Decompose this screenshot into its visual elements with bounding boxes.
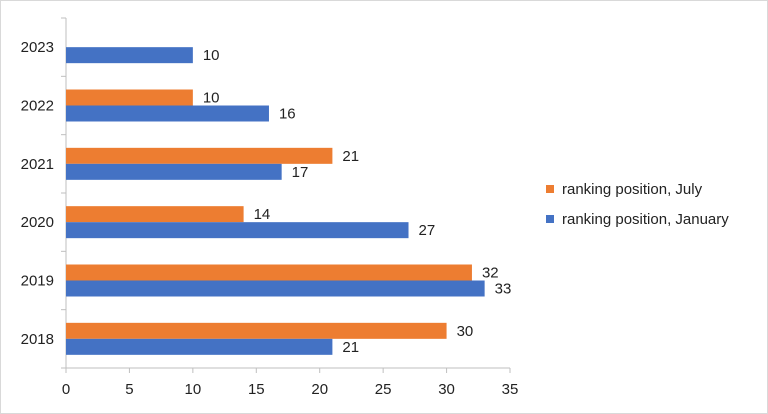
x-tick-label: 20: [311, 381, 328, 398]
legend: ranking position, July ranking position,…: [546, 178, 729, 238]
data-label-july: 10: [203, 90, 220, 107]
y-category-label: 2020: [21, 214, 54, 231]
legend-item-july: ranking position, July: [546, 178, 729, 200]
legend-swatch-january: [546, 215, 554, 223]
bar-july: [66, 264, 472, 281]
bar-january: [66, 105, 269, 122]
data-label-january: 10: [203, 47, 220, 64]
bar-july: [66, 322, 447, 339]
x-tick-label: 10: [185, 381, 202, 398]
x-tick-label: 25: [375, 381, 392, 398]
legend-label-january: ranking position, January: [562, 210, 729, 228]
legend-item-january: ranking position, January: [546, 208, 729, 230]
bar-january: [66, 222, 409, 239]
y-category-label: 2023: [21, 39, 54, 56]
x-tick-label: 0: [62, 381, 70, 398]
data-label-january: 27: [419, 222, 436, 239]
data-label-january: 17: [292, 164, 309, 181]
x-tick-label: 35: [502, 381, 519, 398]
x-tick-label: 30: [438, 381, 455, 398]
y-category-label: 2021: [21, 156, 54, 173]
data-label-january: 21: [342, 339, 359, 356]
y-category-label: 2019: [21, 273, 54, 290]
data-label-january: 16: [279, 106, 296, 123]
data-label-july: 21: [342, 148, 359, 165]
data-label-july: 32: [482, 265, 499, 282]
bar-july: [66, 147, 333, 164]
bar-july: [66, 89, 193, 106]
y-category-label: 2018: [21, 331, 54, 348]
y-category-label: 2022: [21, 98, 54, 115]
x-tick-label: 15: [248, 381, 265, 398]
data-label-july: 30: [457, 323, 474, 340]
bar-january: [66, 47, 193, 64]
x-tick-label: 5: [125, 381, 133, 398]
data-label-january: 33: [495, 281, 512, 298]
bar-july: [66, 206, 244, 223]
legend-label-july: ranking position, July: [562, 180, 703, 198]
bar-january: [66, 163, 282, 180]
legend-swatch-july: [546, 185, 554, 193]
bar-january: [66, 280, 485, 297]
data-label-july: 14: [254, 206, 271, 223]
bar-january: [66, 338, 333, 355]
